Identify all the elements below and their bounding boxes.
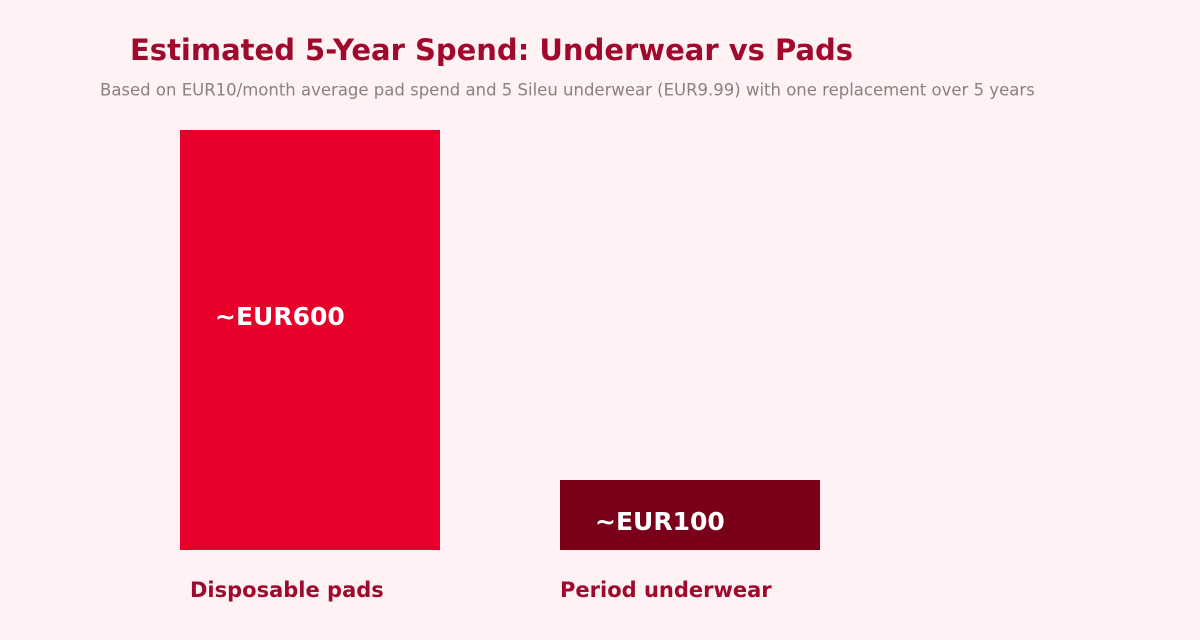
chart-title: Estimated 5-Year Spend: Underwear vs Pad…	[130, 33, 853, 67]
value-label: ~EUR600	[215, 302, 345, 331]
bar	[180, 130, 440, 550]
value-label: ~EUR100	[595, 507, 725, 536]
chart-subtitle: Based on EUR10/month average pad spend a…	[100, 81, 1035, 100]
x-tick-label: Period underwear	[560, 578, 772, 602]
bar	[560, 480, 820, 550]
x-tick-label: Disposable pads	[190, 578, 384, 602]
